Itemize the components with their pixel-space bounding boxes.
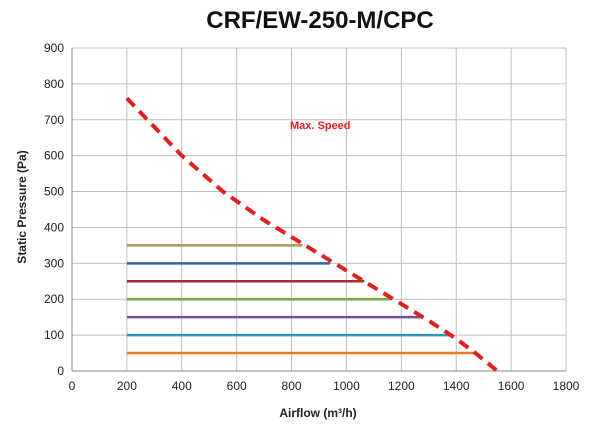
y-tick-label: 800	[44, 77, 64, 91]
y-tick-label: 700	[44, 113, 64, 127]
chart-title: CRF/EW-250-M/CPC	[206, 7, 434, 34]
max-speed-annotation: Max. Speed	[290, 120, 351, 132]
x-tick-label: 1400	[443, 379, 470, 393]
x-tick-label: 1000	[333, 379, 360, 393]
y-tick-label: 0	[57, 364, 64, 378]
y-tick-label: 200	[44, 292, 64, 306]
x-tick-label: 200	[117, 379, 137, 393]
max-speed-curve	[125, 96, 499, 373]
y-tick-label: 400	[44, 220, 64, 234]
max-speed-curve-group	[125, 96, 499, 373]
x-tick-label: 400	[172, 379, 192, 393]
tick-labels: 0 200 400 600 800 1000 1200 1400 1600 1800 0 100 200…	[44, 41, 580, 393]
y-tick-label: 900	[44, 41, 64, 55]
y-tick-label: 300	[44, 256, 64, 270]
grid	[71, 47, 567, 372]
series-group	[126, 244, 476, 355]
axes	[71, 48, 566, 372]
x-tick-label: 600	[227, 379, 247, 393]
x-tick-label: 1200	[388, 379, 415, 393]
x-tick-label: 1800	[553, 379, 580, 393]
x-tick-label: 0	[69, 379, 76, 393]
y-tick-label: 100	[44, 328, 64, 342]
y-axis-label: Static Pressure (Pa)	[15, 150, 29, 263]
x-axis-label: Airflow (m³/h)	[279, 406, 356, 420]
y-tick-label: 500	[44, 185, 64, 199]
x-tick-label: 800	[282, 379, 302, 393]
y-tick-label: 600	[44, 149, 64, 163]
x-tick-label: 1600	[498, 379, 525, 393]
